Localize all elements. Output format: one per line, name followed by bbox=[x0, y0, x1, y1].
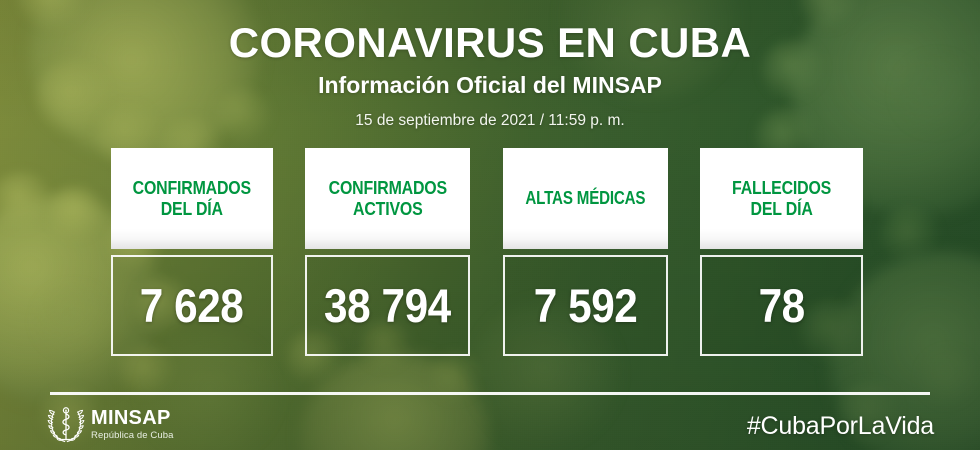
virus-spike bbox=[134, 278, 192, 334]
stat-card-label: FALLECIDOS DEL DÍA bbox=[731, 176, 832, 219]
campaign-hashtag: #CubaPorLaVida bbox=[746, 412, 934, 440]
minsap-logo-text: MINSAP República de Cuba bbox=[91, 408, 174, 441]
virus-spike bbox=[800, 300, 864, 362]
virus-spike bbox=[920, 350, 978, 406]
virus-spike bbox=[762, 40, 824, 100]
report-timestamp: 15 de septiembre de 2021 / 11:59 p. m. bbox=[355, 111, 625, 129]
header: CORONAVIRUS EN CUBA Información Oficial … bbox=[0, 0, 980, 130]
virus-spike bbox=[0, 172, 52, 230]
footer-divider bbox=[50, 392, 930, 395]
virus-core-top-right bbox=[898, 58, 978, 134]
stat-card-value: 38 794 bbox=[324, 279, 452, 332]
virus-blob-center bbox=[470, 300, 620, 450]
stat-card-header: ALTAS MÉDICAS bbox=[502, 148, 668, 249]
virus-spike bbox=[214, 88, 272, 144]
page-title: CORONAVIRUS EN CUBA bbox=[228, 19, 752, 66]
virus-spike bbox=[48, 186, 104, 240]
minsap-logo: MINSAP República de Cuba bbox=[47, 404, 174, 444]
virus-spike bbox=[286, 330, 342, 384]
stat-card-altas-medicas: ALTAS MÉDICAS 7 592 bbox=[502, 148, 668, 356]
stat-card-value-box: 7 592 bbox=[502, 255, 668, 356]
stat-card-value: 7 628 bbox=[140, 279, 244, 332]
stat-card-value-box: 78 bbox=[699, 255, 863, 356]
stat-card-confirmados-activos: CONFIRMADOS ACTIVOS 38 794 bbox=[305, 148, 471, 356]
minsap-logo-name: MINSAP bbox=[91, 406, 171, 429]
stat-card-value-box: 7 628 bbox=[111, 255, 273, 356]
stat-card-label: CONFIRMADOS DEL DÍA bbox=[132, 176, 252, 219]
virus-spike bbox=[360, 320, 412, 370]
stat-card-value-box: 38 794 bbox=[305, 255, 471, 356]
stat-card-label: ALTAS MÉDICAS bbox=[525, 188, 646, 209]
minsap-logo-subtitle: República de Cuba bbox=[91, 429, 174, 441]
virus-core-left bbox=[38, 288, 110, 356]
virus-spike bbox=[118, 344, 174, 398]
stat-card-header: CONFIRMADOS ACTIVOS bbox=[305, 148, 471, 249]
caduceus-laurel-icon bbox=[47, 404, 85, 444]
stat-card-value: 7 592 bbox=[533, 279, 637, 332]
statistics-card-row: CONFIRMADOS DEL DÍA 7 628 CONFIRMADOS AC… bbox=[111, 148, 863, 356]
stat-card-value: 78 bbox=[758, 279, 805, 332]
stat-card-header: FALLECIDOS DEL DÍA bbox=[699, 148, 863, 249]
stat-card-fallecidos-del-dia: FALLECIDOS DEL DÍA 78 bbox=[699, 148, 863, 356]
stat-card-label: CONFIRMADOS ACTIVOS bbox=[328, 176, 447, 219]
virus-blob-lower-left bbox=[140, 330, 280, 450]
stat-card-header: CONFIRMADOS DEL DÍA bbox=[111, 148, 273, 249]
virus-spike bbox=[40, 388, 102, 446]
footer: MINSAP República de Cuba #CubaPorLaVida bbox=[0, 396, 980, 450]
page-subtitle: Información Oficial del MINSAP bbox=[318, 71, 662, 98]
stat-card-confirmados-del-dia: CONFIRMADOS DEL DÍA 7 628 bbox=[111, 148, 273, 356]
